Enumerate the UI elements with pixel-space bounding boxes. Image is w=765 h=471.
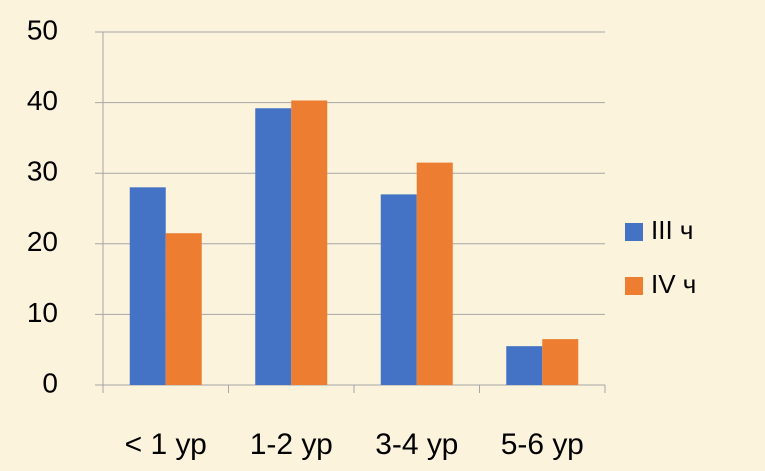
legend-label: IV ч (651, 269, 696, 299)
bar (291, 100, 328, 386)
bar (416, 162, 453, 385)
bar (129, 187, 166, 385)
y-tick-label: 40 (27, 85, 58, 116)
legend-swatch (625, 277, 643, 295)
y-tick-label: 0 (42, 367, 58, 398)
y-tick-label: 30 (27, 156, 58, 187)
legend-swatch (625, 223, 643, 241)
bar (255, 108, 292, 386)
x-tick-label: < 1 ур (125, 428, 207, 461)
bar (542, 339, 579, 385)
bar (380, 194, 417, 385)
bar (506, 346, 543, 385)
x-tick-label: 5-6 ур (501, 428, 584, 461)
y-tick-label: 50 (27, 14, 58, 45)
y-tick-label: 20 (27, 226, 58, 257)
legend-label: III ч (651, 215, 693, 245)
y-tick-label: 10 (27, 297, 58, 328)
x-tick-label: 3-4 ур (375, 428, 458, 461)
x-tick-label: 1-2 ур (250, 428, 333, 461)
bar (165, 233, 202, 385)
